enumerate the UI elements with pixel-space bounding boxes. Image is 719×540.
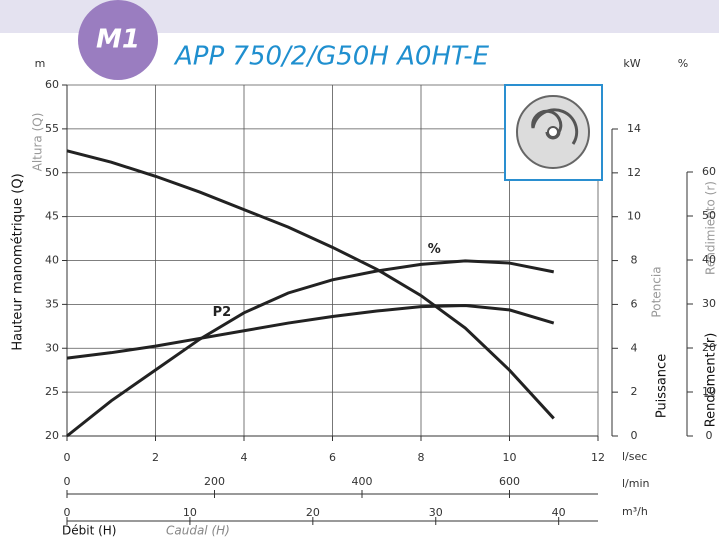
- x-tick-label: 40: [552, 506, 566, 519]
- x3-unit: m³/h: [622, 505, 648, 518]
- y-tick-label: 10: [627, 210, 641, 223]
- curve-label: P2: [213, 305, 232, 320]
- y3-label: Rendement (r): [704, 333, 719, 428]
- y2-unit: kW: [623, 57, 640, 70]
- y-tick-label: 20: [45, 429, 59, 442]
- y-tick-label: 4: [631, 341, 638, 354]
- y-tick-label: 30: [702, 297, 716, 310]
- y-tick-label: 55: [45, 122, 59, 135]
- y-tick-label: 10: [702, 385, 716, 398]
- y-tick-label: 20: [702, 341, 716, 354]
- badge-text: M1: [96, 25, 140, 55]
- x-tick-label: 20: [306, 506, 320, 519]
- y-tick-label: 0: [631, 429, 638, 442]
- y-tick-label: 12: [627, 166, 641, 179]
- y-tick-label: 14: [627, 122, 641, 135]
- x-tick-label: 400: [352, 475, 373, 488]
- x-tick-label: 2: [152, 451, 159, 464]
- y3-label-alt: Rendimiento (r): [704, 181, 718, 275]
- x-tick-label: 12: [591, 451, 605, 464]
- curve: [66, 259, 555, 438]
- y-unit: m: [35, 57, 46, 70]
- x-label: Débit (H): [62, 524, 116, 538]
- curve: [66, 304, 555, 360]
- y-tick-label: 60: [702, 165, 716, 178]
- y-tick-label: 50: [702, 209, 716, 222]
- y-tick-label: 2: [631, 385, 638, 398]
- y-tick-label: 40: [45, 254, 59, 267]
- y2-label-alt: Potencia: [650, 266, 664, 317]
- x-tick-label: 0: [64, 475, 71, 488]
- y3-unit: %: [678, 57, 688, 70]
- x-tick-label: 30: [429, 506, 443, 519]
- curve: [66, 149, 555, 420]
- x-tick-label: 10: [183, 506, 197, 519]
- y-tick-label: 45: [45, 210, 59, 223]
- y-tick-label: 60: [45, 78, 59, 91]
- x-tick-label: 600: [499, 475, 520, 488]
- x-tick-label: 8: [418, 451, 425, 464]
- x2-unit: l/min: [622, 477, 650, 490]
- y-tick-label: 0: [706, 429, 713, 442]
- curve-label: %: [428, 242, 441, 257]
- impeller-icon: [504, 84, 603, 181]
- y-tick-label: 6: [631, 297, 638, 310]
- x-label-alt: Caudal (H): [166, 524, 230, 538]
- chart-title: APP 750/2/G50H A0HT-E: [173, 42, 490, 72]
- y2-label: Puissance: [655, 354, 670, 418]
- y-tick-label: 40: [702, 253, 716, 266]
- y-tick-label: 8: [631, 254, 638, 267]
- y-label-alt: Altura (Q): [31, 113, 45, 172]
- y-tick-label: 30: [45, 341, 59, 354]
- y-tick-label: 50: [45, 166, 59, 179]
- x-unit: l/sec: [622, 450, 647, 463]
- x-tick-label: 0: [64, 451, 71, 464]
- y-tick-label: 35: [45, 297, 59, 310]
- badge: [78, 0, 158, 80]
- x-tick-label: 10: [503, 451, 517, 464]
- x-tick-label: 4: [241, 451, 248, 464]
- x-tick-label: 0: [64, 506, 71, 519]
- y-label: Hauteur manométrique (Q): [11, 173, 26, 350]
- y-tick-label: 25: [45, 385, 59, 398]
- x-tick-label: 6: [329, 451, 336, 464]
- x-tick-label: 200: [204, 475, 225, 488]
